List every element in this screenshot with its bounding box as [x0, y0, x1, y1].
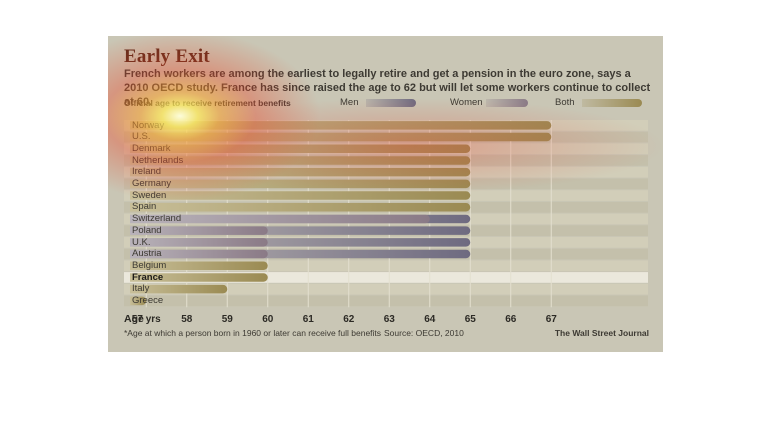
bar-women-uk	[130, 238, 268, 247]
country-label: Norway	[132, 119, 165, 131]
bar-both-ireland	[130, 167, 471, 177]
country-label: Spain	[132, 201, 157, 213]
country-label: Germany	[132, 178, 172, 189]
country-label: Ireland	[132, 166, 162, 178]
bar-chart	[124, 120, 648, 308]
chart-panel: Early Exit French workers are among the …	[108, 36, 663, 352]
country-label: U.K.	[132, 236, 151, 248]
country-label: Austria	[132, 248, 162, 260]
row-stripe	[124, 295, 648, 307]
tick-label: 62	[343, 314, 355, 325]
bar-both-sweden	[130, 191, 471, 200]
credit: The Wall Street Journal	[554, 328, 649, 338]
country-label: Poland	[132, 224, 162, 236]
bar-both-denmark	[130, 144, 471, 153]
bar-both-norway	[130, 121, 552, 130]
country-label: France	[132, 271, 164, 283]
tick-label: 61	[302, 314, 314, 325]
age-axis-label: Age	[124, 313, 144, 325]
bar-both-us	[130, 132, 552, 142]
country-label: Greece	[132, 295, 164, 306]
tick-label: 59	[221, 314, 233, 325]
country-label: Switzerland	[132, 213, 182, 225]
bar-both-germany	[130, 179, 471, 189]
tick-label: 58	[181, 314, 193, 325]
tick-label: 65	[464, 314, 476, 325]
source-note: Source: OECD, 2010	[384, 328, 464, 338]
country-label: Italy	[132, 283, 150, 295]
tick-label: 64	[424, 314, 436, 325]
country-label: Denmark	[132, 142, 171, 154]
country-label: Netherlands	[132, 154, 184, 166]
bar-both-spain	[130, 203, 471, 212]
tick-label: 60	[262, 314, 274, 325]
country-label: Belgium	[132, 259, 167, 271]
footnote: *Age at which a person born in 1960 or l…	[124, 328, 382, 338]
tick-label: 67	[545, 314, 557, 325]
country-label: U.S.	[132, 131, 151, 143]
tick-label: 63	[383, 314, 395, 325]
country-label: Sweden	[132, 189, 167, 201]
tick-label: 66	[505, 314, 517, 325]
